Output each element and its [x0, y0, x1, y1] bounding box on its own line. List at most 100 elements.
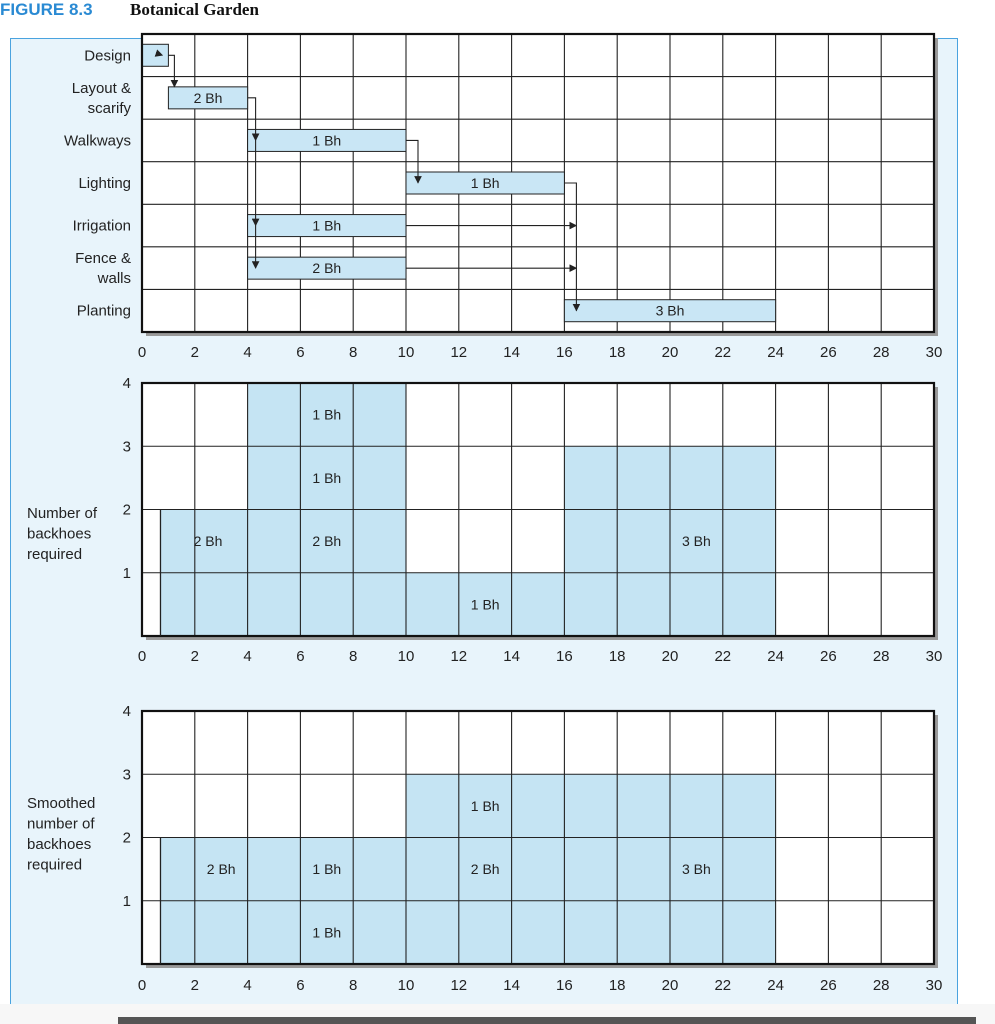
activity-label: Lighting: [78, 175, 131, 192]
gantt-bar-label: 3 Bh: [656, 303, 685, 319]
x-tick-label: 8: [349, 648, 357, 665]
y-tick-label: 1: [123, 565, 131, 582]
data-label: 2 Bh: [207, 861, 236, 877]
x-tick-label: 0: [138, 977, 146, 994]
activity-label: walls: [97, 270, 131, 287]
frame-shadow: [934, 387, 938, 640]
x-tick-label: 8: [349, 977, 357, 994]
plot-border: [140, 709, 936, 966]
gantt-bar-label: 2 Bh: [194, 90, 223, 106]
gantt-bar-label: 1 Bh: [471, 175, 500, 191]
gantt-bar: [141, 43, 169, 67]
x-tick-label: 6: [296, 648, 304, 665]
x-tick-label: 6: [296, 344, 304, 361]
y-axis-title: required: [27, 546, 82, 563]
x-tick-label: 28: [873, 344, 890, 361]
activity-label: Layout &: [72, 80, 131, 97]
x-tick-label: 10: [398, 977, 415, 994]
y-axis-title: Smoothed: [27, 795, 95, 812]
x-tick-label: 10: [398, 648, 415, 665]
x-tick-label: 22: [714, 977, 731, 994]
activity-label: Irrigation: [73, 218, 131, 235]
data-label: 3 Bh: [682, 861, 711, 877]
x-tick-label: 30: [926, 977, 943, 994]
x-tick-label: 28: [873, 977, 890, 994]
step-area: [406, 774, 776, 964]
figure-header: FIGURE 8.3 Botanical Garden: [0, 0, 995, 22]
dependency-arrow: [564, 182, 581, 312]
x-tick-label: 20: [662, 977, 679, 994]
gantt-bar: [563, 299, 777, 323]
y-tick-label: 3: [123, 438, 131, 455]
y-axis-title: Number of: [27, 505, 98, 522]
frame-shadow: [146, 964, 938, 968]
data-label: 1 Bh: [312, 861, 341, 877]
bottom-scrollbar[interactable]: [118, 1017, 976, 1024]
activity-label: Walkways: [64, 132, 131, 149]
data-label: 1 Bh: [471, 596, 500, 612]
x-tick-label: 14: [503, 344, 520, 361]
x-tick-label: 4: [243, 648, 251, 665]
x-tick-label: 2: [191, 344, 199, 361]
data-label: 1 Bh: [312, 924, 341, 940]
activity-label: Fence &: [75, 250, 131, 267]
x-tick-label: 14: [503, 977, 520, 994]
x-tick-label: 26: [820, 344, 837, 361]
x-tick-label: 18: [609, 648, 626, 665]
frame-shadow: [146, 332, 938, 336]
x-tick-label: 16: [556, 648, 573, 665]
plot-border: [140, 381, 936, 638]
gantt-bar: [167, 86, 249, 110]
x-tick-label: 4: [243, 977, 251, 994]
data-label: 2 Bh: [471, 861, 500, 877]
activity-label: scarify: [88, 100, 132, 117]
frame-shadow: [146, 636, 938, 640]
x-tick-label: 30: [926, 648, 943, 665]
x-tick-label: 30: [926, 344, 943, 361]
y-axis-title: backhoes: [27, 836, 91, 853]
data-label: 2 Bh: [312, 533, 341, 549]
x-tick-label: 24: [767, 977, 784, 994]
data-label: 2 Bh: [194, 533, 223, 549]
data-label: 3 Bh: [682, 533, 711, 549]
frame-shadow: [934, 38, 938, 336]
x-tick-label: 22: [714, 344, 731, 361]
gantt-bar-label: 1 Bh: [312, 132, 341, 148]
y-tick-label: 4: [123, 375, 131, 392]
figure-number: FIGURE 8.3: [0, 0, 93, 19]
x-tick-label: 8: [349, 344, 357, 361]
x-tick-label: 4: [243, 344, 251, 361]
x-tick-label: 20: [662, 344, 679, 361]
x-tick-label: 2: [191, 648, 199, 665]
x-tick-label: 12: [450, 977, 467, 994]
y-tick-label: 2: [123, 830, 131, 847]
activity-label: Planting: [77, 303, 131, 320]
frame-shadow: [934, 715, 938, 968]
y-axis-title: number of: [27, 816, 95, 833]
x-tick-label: 12: [450, 648, 467, 665]
x-tick-label: 28: [873, 648, 890, 665]
x-tick-label: 20: [662, 648, 679, 665]
x-tick-label: 10: [398, 344, 415, 361]
y-axis-title: required: [27, 857, 82, 874]
y-axis-title: backhoes: [27, 526, 91, 543]
y-tick-label: 3: [123, 766, 131, 783]
dependency-arrow: [168, 54, 179, 88]
x-tick-label: 16: [556, 344, 573, 361]
x-tick-label: 6: [296, 977, 304, 994]
y-tick-label: 4: [123, 703, 131, 720]
x-tick-label: 14: [503, 648, 520, 665]
activity-label: Design: [84, 47, 131, 64]
x-tick-label: 24: [767, 648, 784, 665]
x-tick-label: 18: [609, 977, 626, 994]
x-tick-label: 0: [138, 648, 146, 665]
x-tick-label: 2: [191, 977, 199, 994]
x-tick-label: 22: [714, 648, 731, 665]
plot-border: [140, 32, 936, 334]
gantt-bar-label: 2 Bh: [312, 260, 341, 276]
y-tick-label: 2: [123, 502, 131, 519]
data-label: 1 Bh: [312, 470, 341, 486]
